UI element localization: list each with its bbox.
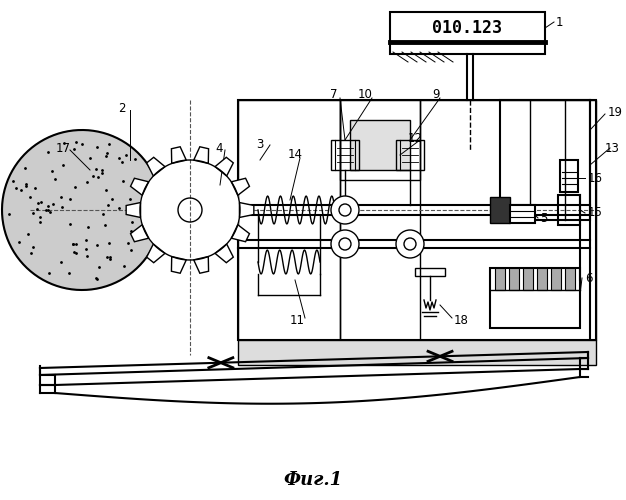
Bar [238,100,340,340]
Circle shape [339,204,351,216]
Bar [331,140,359,170]
Bar [495,268,505,290]
Polygon shape [131,224,149,242]
Text: 15: 15 [588,206,603,220]
Polygon shape [146,244,165,262]
Text: 1: 1 [556,16,563,28]
Bar [340,100,420,180]
Text: 6: 6 [585,272,592,284]
Text: 5: 5 [540,212,547,224]
Bar [396,140,424,170]
Text: 18: 18 [454,314,469,326]
Polygon shape [172,256,187,273]
Circle shape [404,238,416,250]
Polygon shape [231,178,250,196]
Bar [551,268,561,290]
Text: 11: 11 [290,314,305,326]
Polygon shape [172,147,187,164]
Bar [565,268,575,290]
Polygon shape [131,178,149,196]
Bar [510,205,535,223]
Polygon shape [239,202,254,218]
Circle shape [396,230,424,258]
Text: Фиг.1: Фиг.1 [284,471,342,489]
Text: 17: 17 [56,142,71,154]
Text: 7: 7 [330,88,337,102]
Text: 010.123: 010.123 [432,19,502,37]
Text: 4: 4 [215,142,222,154]
Bar [490,197,510,223]
Bar [390,12,545,54]
Polygon shape [2,130,162,290]
Circle shape [339,238,351,250]
Polygon shape [140,160,240,260]
Bar [238,340,596,365]
Bar [560,160,578,192]
Text: 13: 13 [605,142,620,154]
Bar [415,268,445,276]
Circle shape [331,196,359,224]
Polygon shape [193,256,208,273]
Text: 9: 9 [432,88,439,102]
Text: 16: 16 [588,172,603,184]
Text: 12: 12 [408,132,423,144]
Bar [238,100,596,340]
Polygon shape [215,244,233,262]
Bar [509,268,519,290]
Bar [558,195,580,225]
Text: 10: 10 [358,88,373,102]
Text: 19: 19 [608,106,623,118]
Text: 14: 14 [288,148,303,162]
Bar [350,120,410,170]
Polygon shape [126,202,141,218]
Polygon shape [231,224,250,242]
Circle shape [331,230,359,258]
Bar [523,268,533,290]
Text: 2: 2 [118,102,125,114]
Bar [420,100,596,340]
Bar [537,268,547,290]
Bar [500,100,590,220]
Polygon shape [215,158,233,176]
Polygon shape [193,147,208,164]
Text: 3: 3 [256,138,264,151]
Bar [490,268,580,328]
Polygon shape [146,158,165,176]
